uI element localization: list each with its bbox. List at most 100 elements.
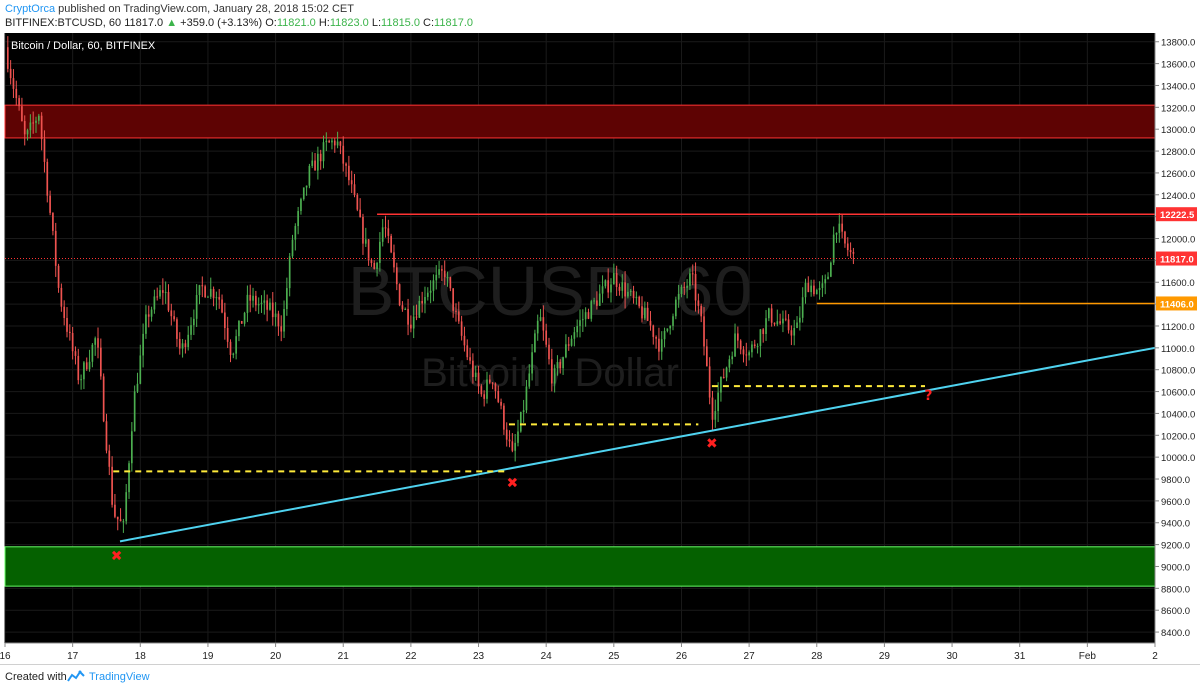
candle-body xyxy=(525,386,528,411)
ascending-trendline xyxy=(119,346,1156,543)
candle-body xyxy=(18,98,20,107)
price-change: +359.0 (+3.13%) xyxy=(180,17,263,29)
candle-body xyxy=(85,362,88,370)
candle-body xyxy=(751,344,753,353)
price-chart[interactable]: BTCUSD, 60 Bitcoin / Dollar ✖ ✖ ✖? Bitcoin / … xyxy=(0,33,1200,664)
candle-body xyxy=(666,328,669,331)
candle-body xyxy=(229,341,232,355)
candle-body xyxy=(553,368,556,384)
candle-body xyxy=(12,78,15,89)
candle-body xyxy=(652,325,655,337)
candle-body xyxy=(116,516,119,520)
candle-body xyxy=(379,241,381,263)
candle-body xyxy=(517,431,519,443)
candle-body xyxy=(342,145,345,164)
open-value: 11821.0 xyxy=(276,17,316,29)
candle-body xyxy=(345,163,347,166)
candle-body xyxy=(646,308,649,321)
candle-body xyxy=(556,362,559,369)
candle-body xyxy=(545,330,548,345)
candle-body xyxy=(376,262,378,269)
candle-body xyxy=(714,411,717,420)
candle-body xyxy=(801,297,804,318)
candle-body xyxy=(455,310,457,312)
candle-body xyxy=(768,308,770,319)
candle-body xyxy=(271,302,274,318)
candle-body xyxy=(610,284,612,293)
candle-body xyxy=(161,290,164,293)
candle-body xyxy=(765,318,767,334)
candle-body xyxy=(184,343,187,348)
candle-body xyxy=(60,287,63,307)
candle-body xyxy=(838,223,841,233)
candle-body xyxy=(846,243,849,251)
candle-body xyxy=(181,343,184,349)
y-tick-label: 8800.0 xyxy=(1161,584,1190,595)
candle-body xyxy=(77,355,80,381)
candle-body xyxy=(488,379,491,383)
candle-body xyxy=(491,382,494,384)
candle-body xyxy=(550,359,553,384)
failed-test-marker: ✖ xyxy=(506,475,518,491)
candle-body xyxy=(32,122,35,124)
y-tick-label: 9200.0 xyxy=(1161,541,1190,552)
candle-body xyxy=(102,376,105,422)
x-tick-label: 16 xyxy=(0,651,11,662)
candle-body xyxy=(446,277,449,279)
candle-body xyxy=(362,217,364,244)
candle-body xyxy=(381,227,384,242)
candle-body xyxy=(300,199,302,212)
candle-body xyxy=(604,280,607,287)
candle-body xyxy=(683,286,686,288)
author-link[interactable]: CryptOrca xyxy=(5,3,56,15)
candle-body xyxy=(190,325,192,335)
candle-body xyxy=(393,252,395,268)
tradingview-link[interactable]: TradingView xyxy=(89,671,150,683)
y-tick-label: 9000.0 xyxy=(1161,562,1190,573)
candle-body xyxy=(370,260,373,263)
candle-body xyxy=(821,283,824,288)
candle-body xyxy=(68,331,71,333)
candle-body xyxy=(339,141,342,146)
candle-body xyxy=(246,294,249,313)
y-tick-label: 10400.0 xyxy=(1161,409,1195,420)
candle-body xyxy=(776,321,779,325)
candle-body xyxy=(308,165,311,186)
y-tick-label: 9400.0 xyxy=(1161,519,1190,530)
candle-body xyxy=(700,305,703,317)
candle-body xyxy=(71,332,74,352)
y-tick-label: 12000.0 xyxy=(1161,235,1195,246)
chart-area[interactable]: BTCUSD, 60 Bitcoin / Dollar ✖ ✖ ✖? Bitcoin / … xyxy=(0,33,1200,664)
y-tick-label: 8400.0 xyxy=(1161,628,1190,639)
candle-body xyxy=(443,270,446,278)
low-label: L: xyxy=(371,17,382,29)
symbol-label: BITFINEX:BTCUSD, 60 xyxy=(5,17,122,29)
candle-body xyxy=(722,376,725,378)
candle-body xyxy=(150,309,153,317)
y-tick-label: 10200.0 xyxy=(1161,431,1195,442)
candle-body xyxy=(739,340,742,350)
candle-body xyxy=(742,349,745,355)
candle-body xyxy=(426,292,429,297)
y-tick-label: 13200.0 xyxy=(1161,103,1195,114)
candle-body xyxy=(333,140,336,146)
candle-body xyxy=(198,285,201,296)
x-tick-label: 27 xyxy=(744,651,756,662)
candle-body xyxy=(322,142,325,162)
price-tag xyxy=(1156,296,1197,311)
candle-body xyxy=(88,361,91,370)
candle-body xyxy=(711,397,714,420)
candle-body xyxy=(29,122,32,131)
candle-body xyxy=(257,304,260,306)
candle-body xyxy=(395,267,398,285)
candle-body xyxy=(15,88,18,99)
y-tick-label: 8600.0 xyxy=(1161,606,1190,617)
candle-body xyxy=(328,140,330,143)
y-tick-label: 13800.0 xyxy=(1161,38,1195,49)
candle-body xyxy=(193,318,195,326)
candle-body xyxy=(97,338,99,348)
candle-body xyxy=(514,442,517,451)
candle-body xyxy=(274,313,277,318)
candle-body xyxy=(725,367,728,378)
candle-body xyxy=(849,250,852,253)
